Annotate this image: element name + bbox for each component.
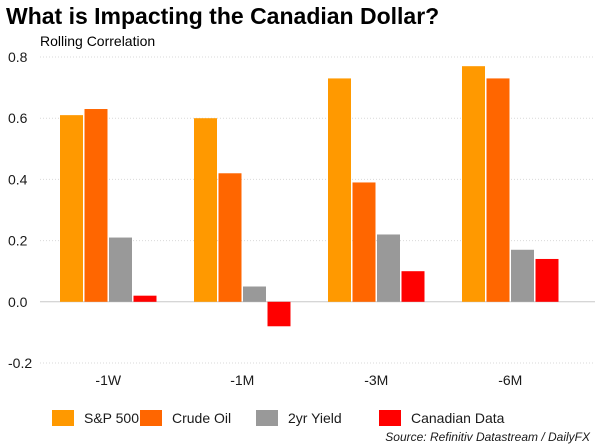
bar: [328, 78, 351, 302]
chart-title: What is Impacting the Canadian Dollar?: [6, 3, 439, 29]
legend-label: Canadian Data: [411, 410, 505, 426]
bar: [243, 286, 266, 302]
y-tick-label: -0.2: [8, 355, 32, 371]
legend-item: Canadian Data: [379, 410, 505, 426]
legend-swatch: [256, 410, 278, 426]
legend-swatch: [140, 410, 162, 426]
legend-label: Crude Oil: [172, 410, 231, 426]
bar-group--1M: [194, 118, 291, 327]
y-tick-label: 0.0: [8, 294, 28, 310]
legend-label: S&P 500: [84, 410, 139, 426]
x-tick-label: -1M: [230, 372, 254, 388]
legend-label: 2yr Yield: [288, 410, 342, 426]
bar: [511, 249, 534, 302]
x-tick-label: -1W: [95, 372, 121, 388]
x-axis-ticks: -1W -1M -3M -6M: [95, 372, 522, 388]
bar: [401, 271, 425, 302]
y-tick-label: 0.8: [8, 49, 28, 65]
bars: [60, 66, 559, 327]
y-axis-ticks: -0.2 0.0 0.2 0.4 0.6 0.8: [8, 49, 32, 371]
legend-swatch: [379, 410, 401, 426]
bar: [218, 173, 242, 302]
x-tick-label: -6M: [498, 372, 522, 388]
x-tick-label: -3M: [364, 372, 388, 388]
chart-subtitle: Rolling Correlation: [40, 33, 155, 49]
legend-item: S&P 500: [52, 410, 139, 426]
bar-group--6M: [462, 66, 559, 302]
y-tick-label: 0.6: [8, 110, 28, 126]
legend-swatch: [52, 410, 74, 426]
legend: S&P 500 Crude Oil 2yr Yield Canadian Data: [52, 410, 505, 426]
bar: [267, 301, 291, 327]
bar: [377, 234, 400, 302]
bar: [352, 182, 376, 302]
y-tick-label: 0.4: [8, 171, 28, 187]
bar: [194, 118, 217, 302]
y-tick-label: 0.2: [8, 233, 28, 249]
legend-item: Crude Oil: [140, 410, 231, 426]
gridlines: [40, 56, 595, 364]
bar-group--3M: [328, 78, 425, 302]
bar: [486, 78, 510, 302]
bar: [84, 109, 108, 302]
bar: [462, 66, 485, 302]
bar: [109, 237, 132, 302]
bar: [535, 258, 559, 302]
bar: [133, 295, 157, 302]
bar: [60, 115, 83, 302]
bar-group--1W: [60, 109, 157, 302]
legend-item: 2yr Yield: [256, 410, 342, 426]
source-note: Source: Refinitiv Datastream / DailyFX: [385, 430, 591, 444]
